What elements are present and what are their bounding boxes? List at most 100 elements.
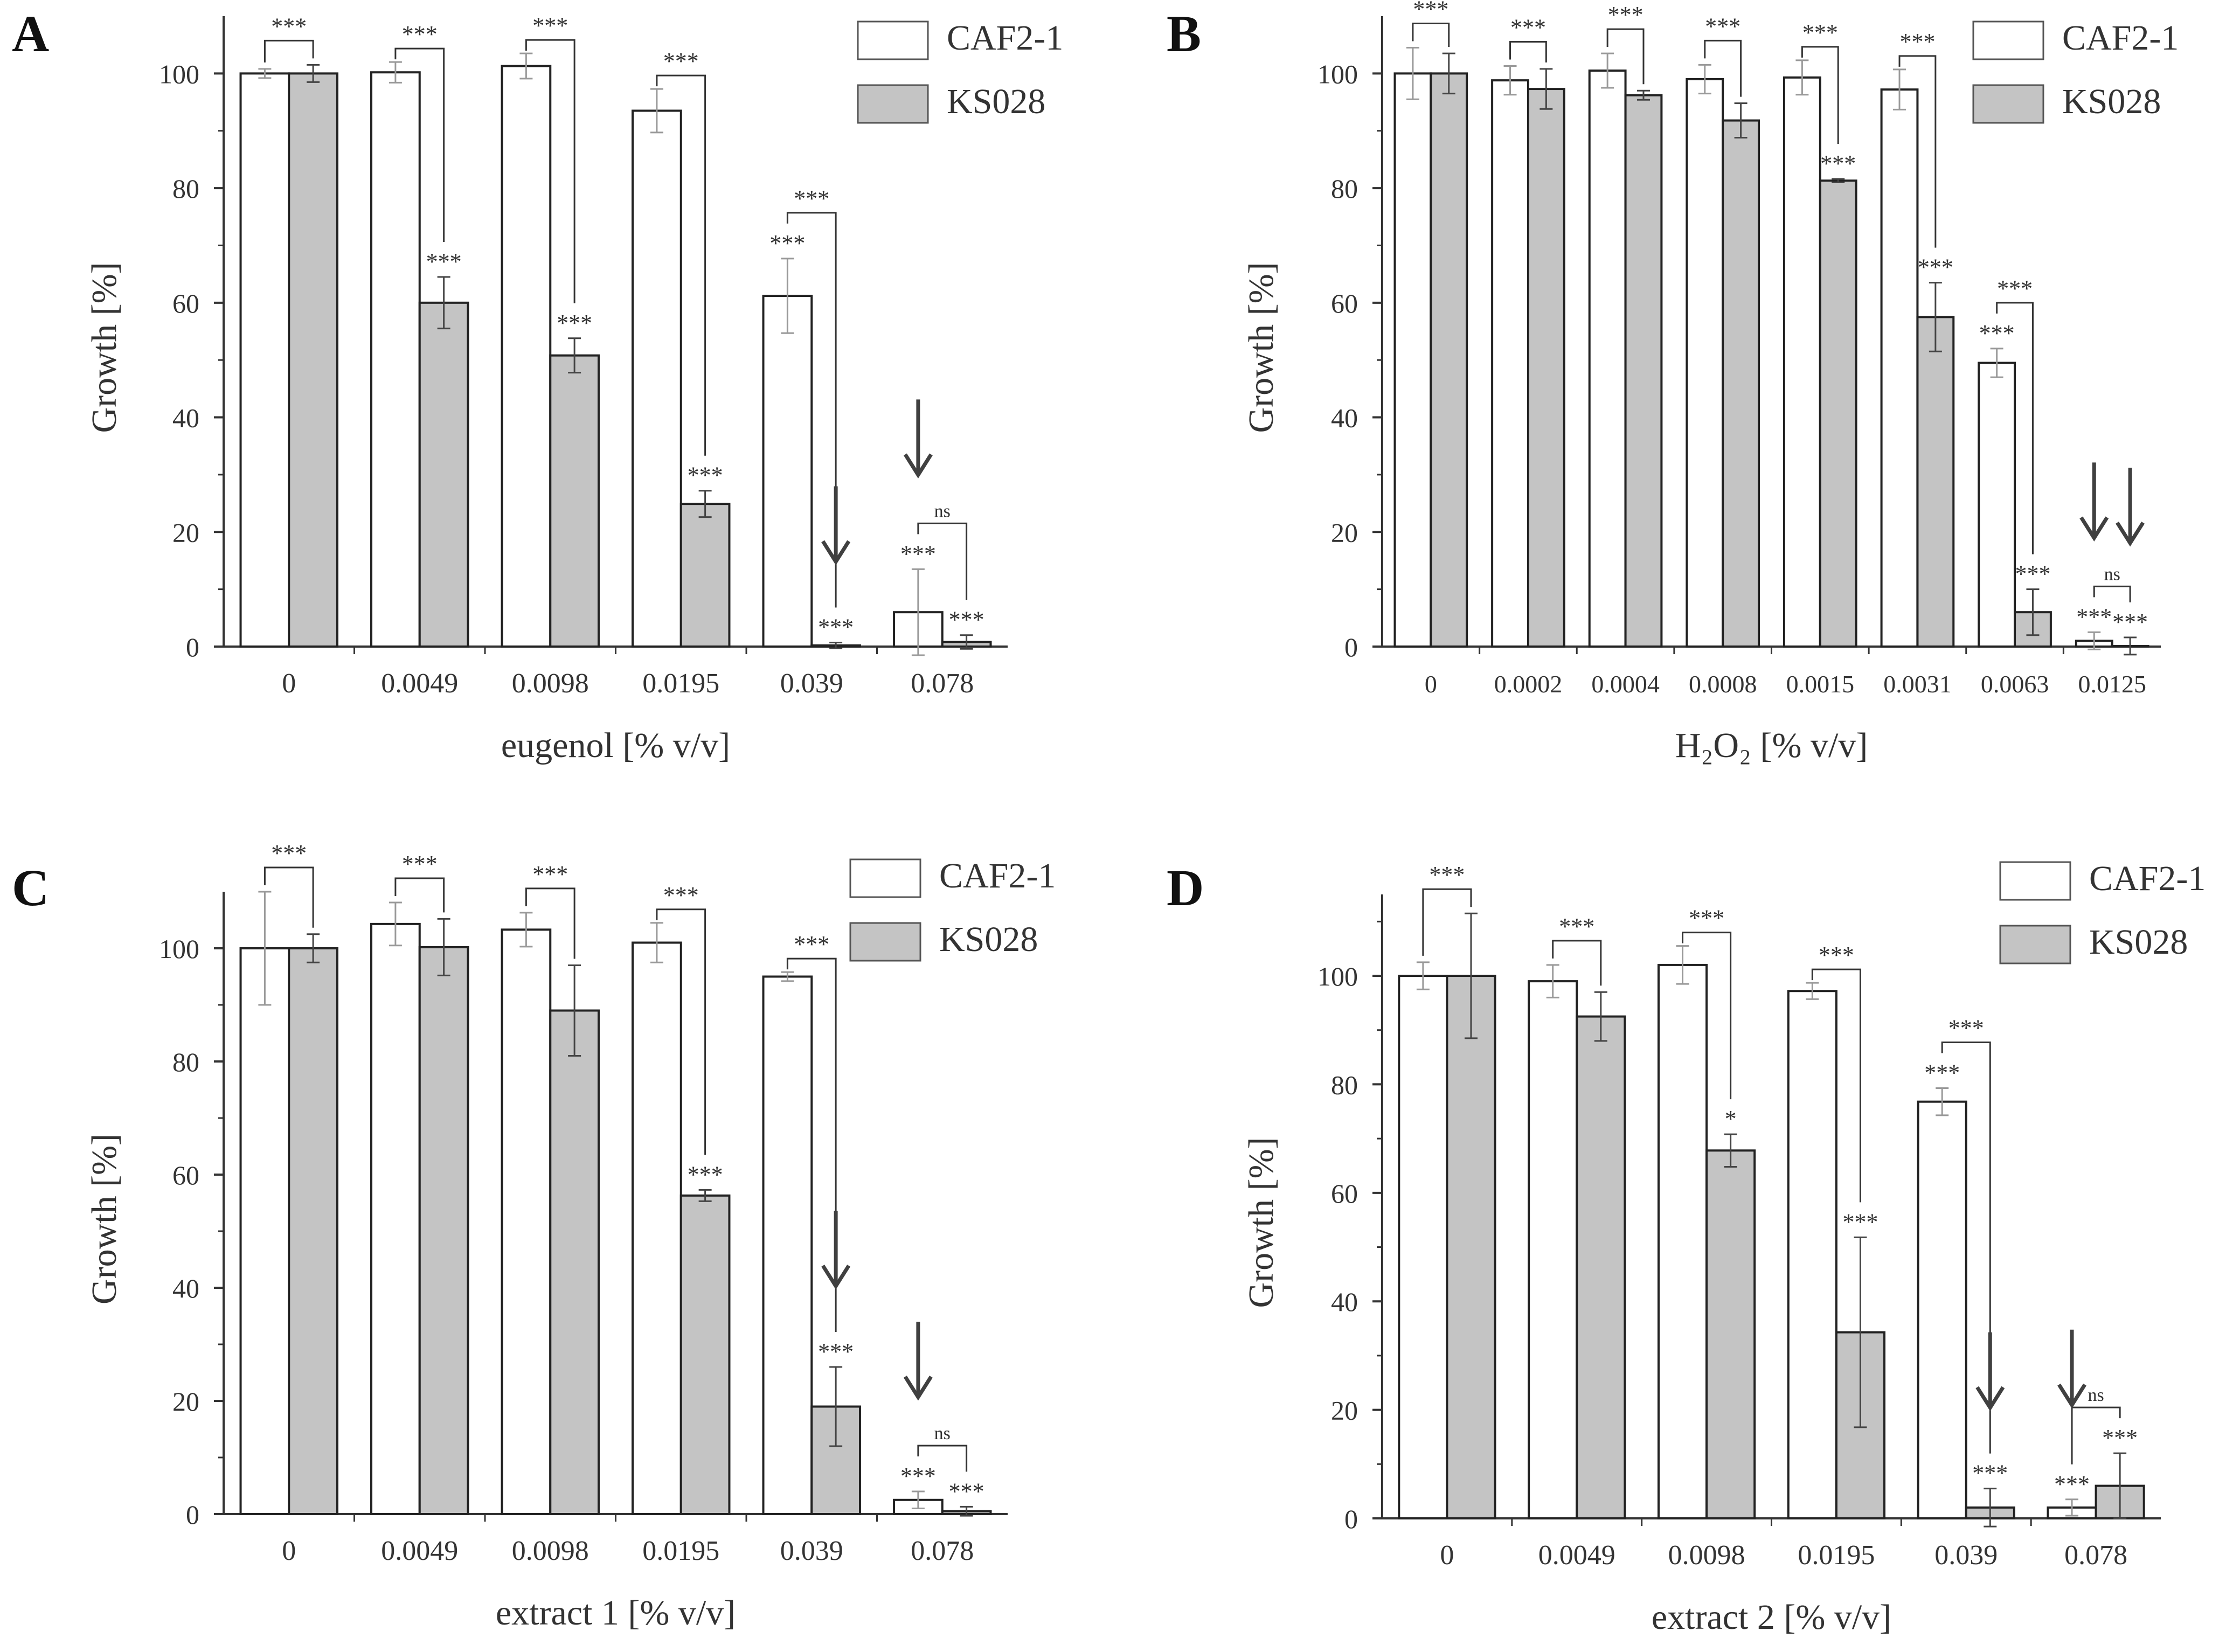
bar-caf2-1 — [1528, 980, 1578, 1519]
x-tick-label: 0 — [282, 668, 296, 699]
bar-ks028 — [1446, 975, 1496, 1519]
significance-bracket — [786, 957, 837, 1332]
bracket-label: *** — [1899, 29, 1935, 55]
bracket-label: *** — [1559, 913, 1594, 940]
panel-d: D 0 20 40 60 80 100 Growth [%] extract 2 [% v/v]… — [1167, 859, 2206, 1637]
significance-bracket — [2093, 585, 2131, 602]
y-tick-label: 60 — [172, 1160, 199, 1190]
legend-label-caf2-1: CAF2-1 — [947, 18, 1063, 58]
y-tick-label: 20 — [1331, 517, 1358, 547]
sig-mark-caf2-1: *** — [2076, 603, 2112, 630]
x-tick-label: 0 — [1425, 670, 1437, 698]
sig-mark-caf2-1: *** — [769, 230, 805, 256]
panel-letter: A — [12, 5, 49, 63]
arrow-icon — [903, 399, 933, 478]
y-tick-label: 60 — [1331, 1178, 1358, 1209]
arrow-icon — [903, 1322, 933, 1401]
bar-ks028 — [1722, 119, 1760, 648]
x-tick-label: 0 — [282, 1536, 296, 1566]
bracket-label: ns — [934, 501, 951, 521]
arrow-icon — [2116, 467, 2145, 547]
bracket-label: *** — [402, 21, 438, 47]
bracket-label: *** — [1608, 2, 1644, 28]
x-tick-label: 0.0004 — [1591, 670, 1660, 698]
sig-mark-ks028: *** — [1972, 1460, 2008, 1487]
y-tick-label: 100 — [1317, 59, 1358, 89]
y-tick-label: 40 — [172, 1273, 199, 1303]
bar-ks028 — [418, 301, 469, 648]
x-axis-title: extract 2 [% v/v] — [1652, 1598, 1891, 1637]
y-tick-label: 100 — [159, 934, 199, 964]
legend: CAF2-1 KS028 — [849, 856, 1056, 962]
sig-mark-ks028: *** — [1820, 150, 1856, 177]
bar-ks028 — [288, 947, 338, 1515]
bar-caf2-1 — [370, 922, 421, 1515]
x-tick-label: 0.0195 — [642, 1536, 719, 1566]
sig-mark-ks028: * — [1725, 1106, 1737, 1132]
significance-bracket — [786, 212, 837, 608]
bar-caf2-1 — [501, 65, 552, 648]
legend-label-caf2-1: CAF2-1 — [2089, 859, 2206, 898]
x-tick-label: 0.039 — [780, 668, 843, 699]
y-tick-label: 20 — [172, 517, 199, 547]
sig-mark-ks028: *** — [688, 1161, 723, 1188]
y-tick-label: 80 — [1331, 173, 1358, 204]
y-axis-title: Growth [%] — [1242, 1137, 1281, 1308]
legend-label-ks028: KS028 — [2089, 922, 2188, 962]
legend-swatch-caf2-1 — [857, 20, 929, 60]
bracket-label: *** — [1802, 19, 1838, 46]
y-tick-label: 0 — [186, 632, 199, 662]
sig-mark-ks028: *** — [818, 614, 854, 641]
bracket-label: *** — [1997, 275, 2033, 302]
x-tick-label: 0.039 — [780, 1536, 843, 1566]
x-tick-label: 0.0125 — [2078, 670, 2146, 698]
bar-ks028 — [1576, 1015, 1626, 1519]
x-tick-label: 0.0031 — [1883, 670, 1952, 698]
legend-swatch-caf2-1 — [1999, 861, 2071, 901]
bar-caf2-1 — [1787, 990, 1837, 1519]
x-tick-label: 0.0008 — [1689, 670, 1757, 698]
bracket-label: *** — [1689, 905, 1724, 932]
legend-label-ks028: KS028 — [947, 82, 1045, 121]
bar-ks028 — [549, 1009, 600, 1515]
bar-caf2-1 — [1783, 76, 1821, 648]
bar-caf2-1 — [632, 109, 682, 648]
y-tick-label: 0 — [1344, 632, 1358, 662]
significance-bracket — [656, 908, 706, 1155]
bracket-label: *** — [663, 882, 699, 908]
x-tick-label: 0.0195 — [642, 668, 719, 699]
significance-bracket — [1412, 23, 1450, 47]
significance-bracket — [263, 866, 314, 928]
bracket-label: *** — [532, 861, 568, 887]
arrow-icon — [821, 486, 851, 566]
x-tick-label: 0.0049 — [381, 668, 458, 699]
y-tick-label: 100 — [159, 59, 199, 89]
sig-mark-ks028: *** — [1842, 1209, 1878, 1235]
bar-caf2-1 — [1393, 72, 1432, 648]
bar-ks028 — [679, 1194, 731, 1516]
y-tick-label: 80 — [172, 173, 199, 204]
sig-mark-ks028: *** — [949, 1478, 984, 1504]
x-axis-title: eugenol [% v/v] — [501, 726, 730, 765]
x-tick-label: 0.0002 — [1494, 670, 1563, 698]
significance-bracket — [1606, 28, 1645, 85]
sig-mark-caf2-1: *** — [1979, 320, 2015, 346]
legend-swatch-ks028 — [857, 84, 929, 124]
y-axis-title: Growth [%] — [1242, 262, 1281, 433]
bar-caf2-1 — [501, 928, 552, 1515]
bar-caf2-1 — [1978, 362, 2016, 648]
x-tick-label: 0.0049 — [1538, 1540, 1615, 1571]
sig-mark-ks028: *** — [949, 607, 984, 633]
y-tick-label: 40 — [1331, 1287, 1358, 1317]
legend-swatch-ks028 — [1972, 84, 2044, 124]
bar-ks028 — [288, 72, 338, 648]
x-tick-label: 0.078 — [911, 668, 974, 699]
bracket-label: *** — [1429, 862, 1465, 888]
arrow-head — [2079, 516, 2109, 542]
legend-label-ks028: KS028 — [2062, 82, 2161, 121]
bar-ks028 — [1430, 72, 1468, 648]
sig-mark-ks028: *** — [2015, 561, 2050, 587]
x-tick-label: 0.0098 — [1668, 1540, 1745, 1571]
significance-bracket — [525, 39, 575, 303]
bracket-label: *** — [663, 48, 699, 74]
